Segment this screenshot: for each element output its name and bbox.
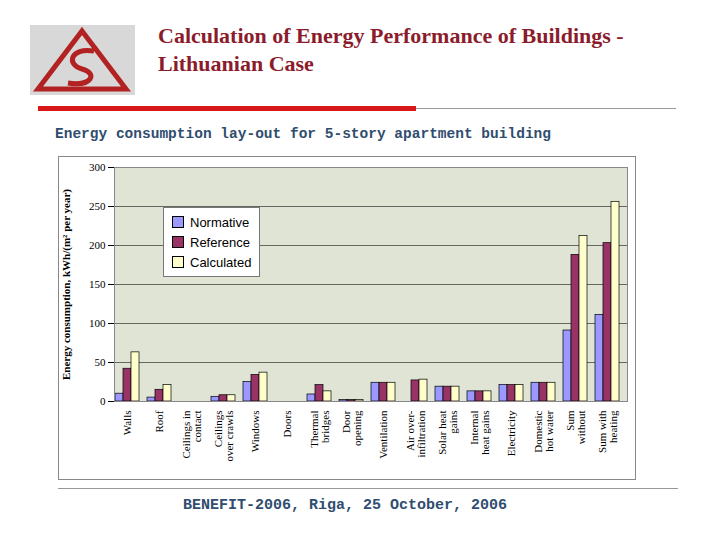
svg-text:50: 50 — [95, 356, 107, 368]
svg-text:Roof: Roof — [153, 410, 165, 432]
svg-text:Thermalbridges: Thermalbridges — [308, 411, 331, 448]
svg-text:0: 0 — [100, 395, 106, 407]
html-text:BENEFIT-2006, Riga, 25 October: BENEFIT-2006, Riga, 25 October, 2006 — [183, 497, 507, 514]
svg-text:200: 200 — [89, 239, 106, 251]
svg-text:100: 100 — [89, 317, 106, 329]
html-text:Calculated: Calculated — [190, 254, 252, 270]
html-text:Energy consumption lay-out for: Energy consumption lay-out for 5-story a… — [55, 126, 551, 142]
svg-text:Sum withheating: Sum withheating — [596, 410, 619, 453]
svg-text:Ventilation: Ventilation — [377, 410, 389, 459]
html-text:Reference: Reference — [190, 234, 250, 250]
svg-text:Energy consumption, kWh/(m² pe: Energy consumption, kWh/(m² per year) — [60, 189, 73, 380]
svg-text:Ceilingsover crawls: Ceilingsover crawls — [212, 411, 235, 462]
html-text:Calculation of Energy Performa: Calculation of Energy Performance of Bui… — [158, 23, 624, 76]
html-text:Normative: Normative — [190, 214, 250, 230]
svg-text:300: 300 — [89, 161, 106, 173]
svg-text:Domestichot water: Domestichot water — [532, 410, 555, 453]
svg-text:Sumwithout: Sumwithout — [564, 410, 587, 444]
svg-text:Air over-infiltration: Air over-infiltration — [404, 410, 427, 458]
svg-text:150: 150 — [89, 278, 106, 290]
svg-text:Electricity: Electricity — [505, 410, 517, 456]
svg-text:Internalheat gains: Internalheat gains — [468, 411, 491, 455]
svg-text:Walls: Walls — [121, 411, 133, 436]
svg-text:Ceilings incontact: Ceilings incontact — [180, 410, 203, 458]
svg-text:Dooropening: Dooropening — [340, 410, 363, 446]
svg-text:Solar heatgains: Solar heatgains — [436, 411, 459, 455]
svg-text:250: 250 — [89, 200, 106, 212]
svg-text:Doors: Doors — [281, 411, 293, 438]
svg-text:Windows: Windows — [249, 411, 261, 453]
